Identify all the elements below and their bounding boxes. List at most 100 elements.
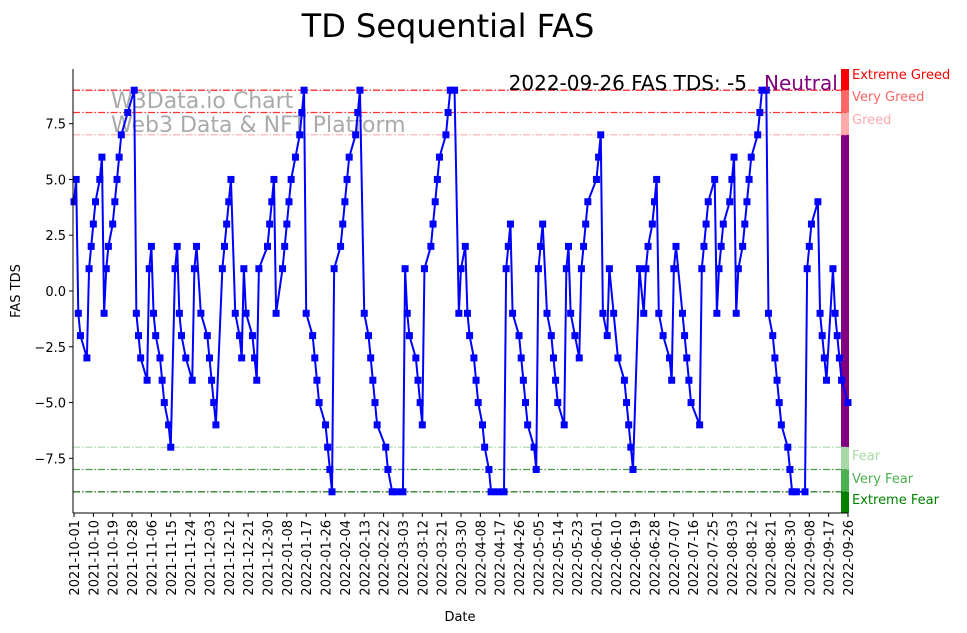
data-point [829, 265, 837, 273]
x-tick-label: 2022-06-28 [649, 520, 664, 596]
data-point [285, 198, 293, 206]
data-point [803, 265, 811, 273]
data-point [337, 242, 345, 250]
data-point [702, 220, 710, 228]
x-tick-label: 2022-02-22 [378, 520, 393, 596]
data-point [519, 376, 527, 384]
x-tick-label: 2022-07-16 [687, 520, 702, 596]
data-point [732, 309, 740, 317]
data-point [627, 443, 635, 451]
data-point [597, 131, 605, 139]
x-tick-label: 2021-10-10 [87, 520, 102, 596]
data-point [644, 242, 652, 250]
data-point [111, 198, 119, 206]
data-point [399, 488, 407, 496]
data-point [309, 332, 317, 340]
data-point [242, 309, 250, 317]
y-tick-label: 5.0 [45, 173, 66, 188]
data-point [554, 399, 562, 407]
data-point [655, 309, 663, 317]
data-point [330, 265, 338, 273]
data-point [225, 198, 233, 206]
data-point [251, 354, 259, 362]
x-tick-label: 2021-11-06 [145, 520, 160, 596]
data-point [481, 443, 489, 451]
data-point [700, 242, 708, 250]
x-tick-label: 2022-09-17 [823, 520, 838, 596]
data-point [315, 399, 323, 407]
data-point [773, 376, 781, 384]
data-point [831, 309, 839, 317]
data-point [560, 421, 568, 429]
data-point [474, 399, 482, 407]
data-point [820, 354, 828, 362]
data-point [109, 220, 117, 228]
data-point [270, 175, 278, 183]
data-point [98, 153, 106, 161]
data-point [769, 332, 777, 340]
data-point [205, 354, 213, 362]
data-point [683, 354, 691, 362]
data-point [470, 354, 478, 362]
data-point [614, 354, 622, 362]
data-point [429, 220, 437, 228]
data-point [515, 332, 523, 340]
data-point [835, 354, 843, 362]
data-point [463, 309, 471, 317]
data-point [745, 175, 753, 183]
data-point [479, 421, 486, 429]
data-point [143, 376, 151, 384]
data-point [698, 265, 706, 273]
data-point [173, 242, 181, 250]
data-point [603, 332, 611, 340]
data-point [188, 376, 196, 384]
data-point [446, 86, 454, 94]
level-band-extreme-greed [841, 69, 849, 91]
data-point [500, 488, 508, 496]
data-point [393, 488, 400, 496]
data-point [210, 399, 218, 407]
data-point [238, 354, 246, 362]
data-point [412, 354, 420, 362]
data-point [659, 332, 667, 340]
x-tick-label: 2021-12-12 [223, 520, 238, 596]
data-point [156, 354, 164, 362]
data-point [341, 198, 349, 206]
data-point [223, 220, 231, 228]
level-label: Very Fear [852, 472, 914, 487]
data-point [534, 265, 542, 273]
data-point [539, 220, 547, 228]
data-point [147, 242, 155, 250]
data-point [502, 265, 510, 273]
x-tick-label: 2022-06-01 [590, 520, 605, 596]
x-tick-label: 2022-08-30 [784, 520, 799, 596]
data-point [74, 309, 82, 317]
data-point [190, 265, 198, 273]
x-tick-label: 2022-02-13 [358, 520, 373, 596]
data-point [734, 265, 742, 273]
data-point [504, 242, 512, 250]
data-point [668, 376, 676, 384]
data-point [670, 265, 678, 273]
data-point [786, 465, 794, 473]
data-point [117, 131, 125, 139]
data-point [89, 220, 97, 228]
data-point [833, 332, 841, 340]
data-point [681, 332, 689, 340]
level-band-fear [841, 447, 849, 470]
x-tick-label: 2022-03-03 [397, 520, 412, 596]
data-point [436, 153, 443, 161]
data-point [823, 376, 830, 384]
data-point [104, 242, 112, 250]
data-point [466, 332, 474, 340]
data-point [494, 488, 502, 496]
data-point [150, 309, 158, 317]
data-point [717, 242, 725, 250]
data-point [522, 399, 529, 407]
data-point [283, 220, 291, 228]
x-tick-label: 2022-09-26 [842, 520, 857, 596]
data-point [472, 376, 480, 384]
x-tick-label: 2021-11-15 [165, 520, 180, 596]
data-point [360, 309, 368, 317]
data-point [102, 265, 110, 273]
